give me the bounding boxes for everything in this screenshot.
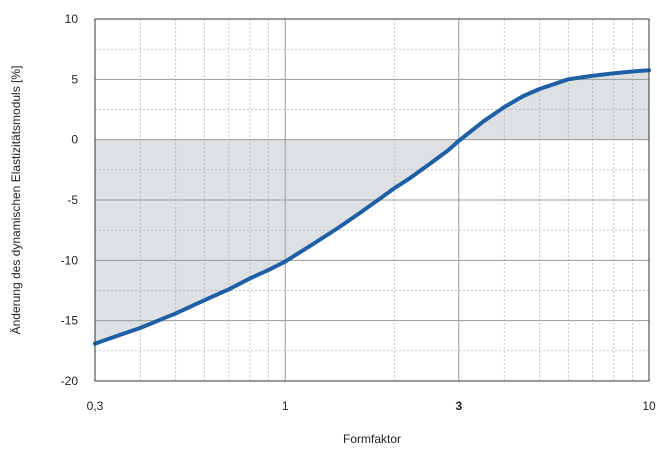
y-tick-labels: 10 5 0 -5 -10 -15 -20 bbox=[61, 12, 79, 388]
x-axis-label: Formfaktor bbox=[343, 432, 401, 446]
y-tick-label: -5 bbox=[67, 193, 78, 207]
x-tick-label: 10 bbox=[642, 399, 656, 413]
y-axis-label: Änderung des dynamischen Elastizitätsmod… bbox=[9, 66, 23, 335]
series-layer bbox=[93, 68, 651, 346]
y-tick-label: -15 bbox=[61, 314, 79, 328]
plot-border bbox=[94, 18, 650, 382]
x-tick-label: 3 bbox=[455, 399, 462, 413]
y-tick-label: 10 bbox=[65, 12, 79, 26]
y-tick-label: -10 bbox=[61, 253, 79, 267]
x-tick-labels: 0,3 1 3 10 bbox=[87, 399, 656, 413]
plot-frame bbox=[94, 18, 650, 382]
major-gridlines bbox=[95, 19, 649, 381]
area-layer bbox=[95, 70, 649, 344]
x-tick-label: 1 bbox=[282, 399, 289, 413]
y-tick-label: 5 bbox=[71, 72, 78, 86]
y-tick-label: 0 bbox=[71, 133, 78, 147]
x-tick-label: 0,3 bbox=[87, 399, 104, 413]
series-line bbox=[93, 68, 651, 346]
y-tick-label: -20 bbox=[61, 374, 79, 388]
shaded-area bbox=[95, 70, 649, 344]
